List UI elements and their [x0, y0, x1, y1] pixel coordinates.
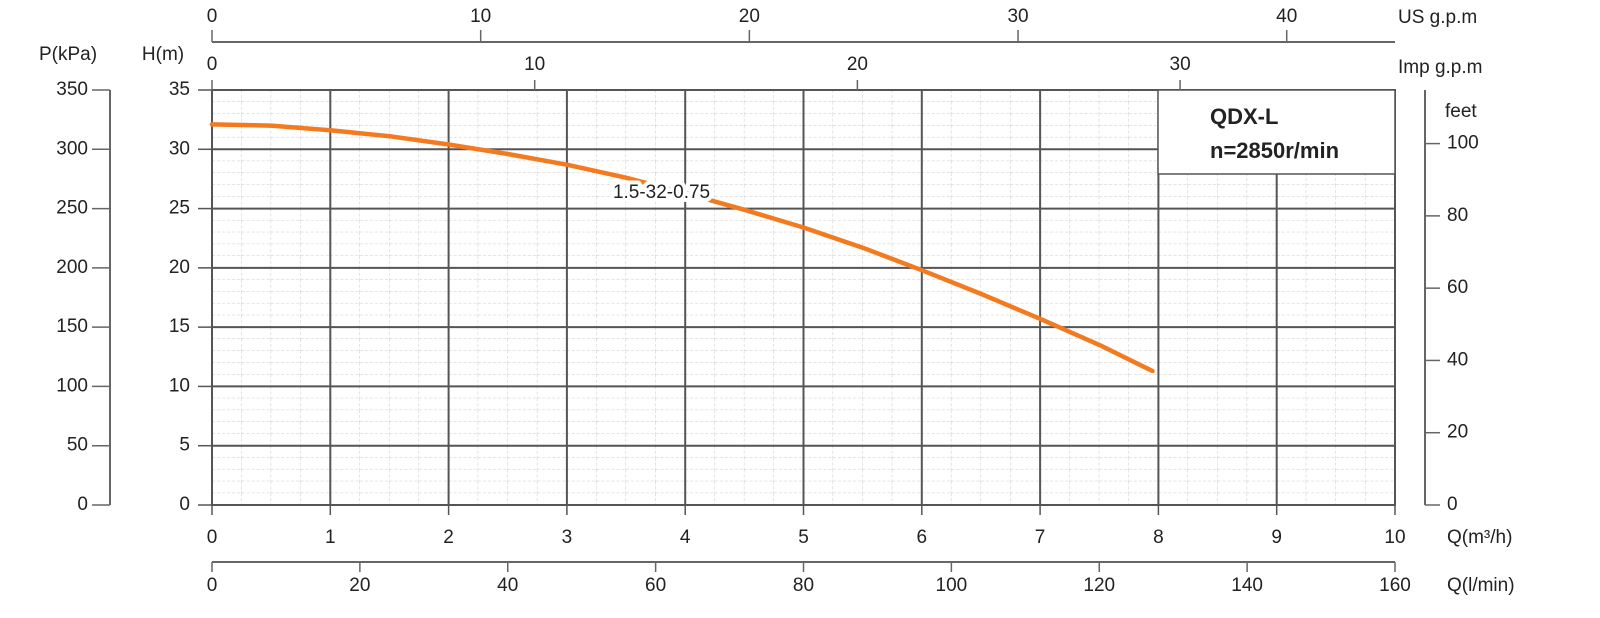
- tick-label: 20: [349, 575, 370, 596]
- x-tick-label: 1: [325, 527, 336, 548]
- tick-label: 100: [56, 375, 88, 396]
- tick-label: 200: [56, 257, 88, 278]
- tick-label: 120: [1083, 575, 1115, 596]
- y-tick-label: 30: [169, 138, 190, 159]
- x-tick-label: 7: [1035, 527, 1046, 548]
- tick-label: 20: [1447, 422, 1468, 443]
- chart-title: QDX-L: [1210, 104, 1278, 129]
- tick-label: 60: [645, 575, 666, 596]
- x-tick-label: 10: [1384, 527, 1405, 548]
- tick-label: 0: [207, 54, 218, 75]
- tick-label: 30: [1170, 54, 1191, 75]
- axis-unit-label: feet: [1445, 101, 1477, 122]
- tick-label: 350: [56, 79, 88, 100]
- x-axis-label: Q(m³/h): [1447, 527, 1512, 548]
- y-tick-label: 5: [179, 435, 190, 456]
- axis-unit-label: Q(l/min): [1447, 575, 1515, 596]
- tick-label: 0: [207, 575, 218, 596]
- tick-label: 50: [67, 435, 88, 456]
- x-tick-label: 8: [1153, 527, 1164, 548]
- y-axis-label: H(m): [142, 44, 184, 65]
- tick-label: 0: [77, 494, 88, 515]
- y-tick-label: 20: [169, 257, 190, 278]
- tick-label: 150: [56, 316, 88, 337]
- y-tick-label: 0: [179, 494, 190, 515]
- curve: [209, 122, 1155, 374]
- axis-unit-label: Imp g.p.m: [1398, 57, 1482, 78]
- x-tick-label: 0: [207, 527, 218, 548]
- tick-label: 40: [497, 575, 518, 596]
- tick-label: 20: [739, 6, 760, 27]
- x-tick-label: 4: [680, 527, 691, 548]
- tick-label: 100: [936, 575, 968, 596]
- x-tick-label: 3: [562, 527, 573, 548]
- axis-unit-label: US g.p.m: [1398, 7, 1477, 28]
- tick-label: 0: [1447, 494, 1458, 515]
- tick-label: 80: [1447, 205, 1468, 226]
- tick-label: 160: [1379, 575, 1411, 596]
- tick-label: 100: [1447, 133, 1479, 154]
- tick-label: 300: [56, 138, 88, 159]
- tick-label: 250: [56, 198, 88, 219]
- tick-label: 40: [1447, 349, 1468, 370]
- y-tick-label: 15: [169, 316, 190, 337]
- tick-label: 80: [793, 575, 814, 596]
- chart-subtitle: n=2850r/min: [1210, 138, 1339, 163]
- x-tick-label: 5: [798, 527, 809, 548]
- y-tick-label: 35: [169, 79, 190, 100]
- x-tick-label: 2: [443, 527, 454, 548]
- tick-label: 60: [1447, 277, 1468, 298]
- x-tick-label: 6: [917, 527, 928, 548]
- legend-box: [1157, 89, 1396, 175]
- axis-unit-label: P(kPa): [39, 44, 97, 65]
- tick-label: 20: [847, 54, 868, 75]
- x-tick-label: 9: [1271, 527, 1282, 548]
- tick-label: 30: [1007, 6, 1028, 27]
- tick-label: 10: [524, 54, 545, 75]
- y-tick-label: 10: [169, 375, 190, 396]
- tick-label: 40: [1276, 6, 1297, 27]
- tick-label: 0: [207, 6, 218, 27]
- tick-label: 140: [1231, 575, 1263, 596]
- tick-label: 10: [470, 6, 491, 27]
- curve-label: 1.5-32-0.75: [613, 182, 710, 203]
- y-tick-label: 25: [169, 198, 190, 219]
